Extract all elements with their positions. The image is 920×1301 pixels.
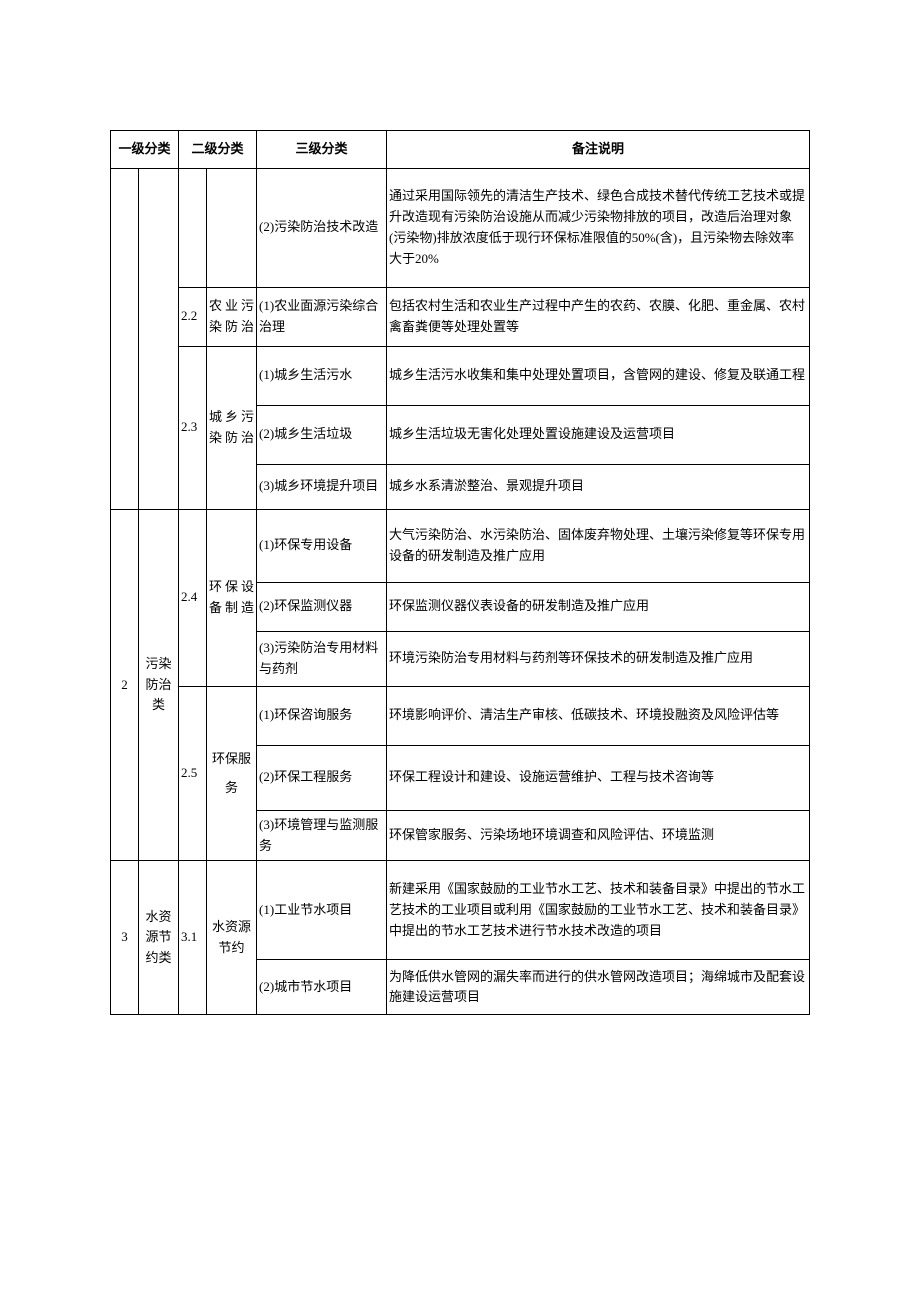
- cell-note: 环境影响评价、清洁生产审核、低碳技术、环境投融资及风险评估等: [387, 686, 810, 745]
- table-row: 2.2 农业污染防治 (1)农业面源污染综合治理 包括农村生活和农业生产过程中产…: [111, 287, 810, 346]
- classification-table: 一级分类 二级分类 三级分类 备注说明 (2)污染防治技术改造 通过采用国际领先…: [110, 130, 810, 1015]
- table-header-row: 一级分类 二级分类 三级分类 备注说明: [111, 131, 810, 169]
- cell-l2-name: 农业污染防治: [207, 287, 257, 346]
- cell-note: 新建采用《国家鼓励的工业节水工艺、技术和装备目录》中提出的节水工艺技术的工业项目…: [387, 861, 810, 960]
- cell-l1-num: 2: [111, 509, 139, 861]
- cell-note: 环保管家服务、污染场地环境调查和风险评估、环境监测: [387, 810, 810, 861]
- header-level1: 一级分类: [111, 131, 179, 169]
- cell-note: 城乡生活垃圾无害化处理处置设施建设及运营项目: [387, 405, 810, 464]
- cell-note: 环保监测仪器仪表设备的研发制造及推广应用: [387, 582, 810, 631]
- cell-l2-num: 2.5: [179, 686, 207, 861]
- cell-l1-num: 3: [111, 861, 139, 1015]
- cell-l1-num: [111, 168, 139, 509]
- cell-l2-name: 水资源节约: [207, 861, 257, 1015]
- cell-l3: (3)环境管理与监测服务: [257, 810, 387, 861]
- table-row: 2 污染防治类 2.4 环保设备制造 (1)环保专用设备 大气污染防治、水污染防…: [111, 509, 810, 582]
- cell-l3: (1)环保咨询服务: [257, 686, 387, 745]
- cell-l3: (1)工业节水项目: [257, 861, 387, 960]
- cell-note: 通过采用国际领先的清洁生产技术、绿色合成技术替代传统工艺技术或提升改造现有污染防…: [387, 168, 810, 287]
- cell-l1-name: [139, 168, 179, 509]
- header-level2: 二级分类: [179, 131, 257, 169]
- cell-l3: (3)城乡环境提升项目: [257, 464, 387, 509]
- cell-l1-name: 水资源节约类: [139, 861, 179, 1015]
- cell-l1-name: 污染防治类: [139, 509, 179, 861]
- cell-l2-name: 城乡污染防治: [207, 346, 257, 509]
- cell-l3: (1)环保专用设备: [257, 509, 387, 582]
- table-row: 2.3 城乡污染防治 (1)城乡生活污水 城乡生活污水收集和集中处理处置项目，含…: [111, 346, 810, 405]
- cell-l2-num: 2.2: [179, 287, 207, 346]
- cell-l2-num: 2.4: [179, 509, 207, 686]
- cell-l3: (1)农业面源污染综合治理: [257, 287, 387, 346]
- header-note: 备注说明: [387, 131, 810, 169]
- cell-note: 包括农村生活和农业生产过程中产生的农药、农膜、化肥、重金属、农村禽畜粪便等处理处…: [387, 287, 810, 346]
- cell-note: 环保工程设计和建设、设施运营维护、工程与技术咨询等: [387, 745, 810, 810]
- cell-note: 城乡水系清淤整治、景观提升项目: [387, 464, 810, 509]
- cell-note: 为降低供水管网的漏失率而进行的供水管网改造项目；海绵城市及配套设施建设运营项目: [387, 960, 810, 1015]
- cell-l3: (1)城乡生活污水: [257, 346, 387, 405]
- cell-l3: (2)环保工程服务: [257, 745, 387, 810]
- table-row: 3 水资源节约类 3.1 水资源节约 (1)工业节水项目 新建采用《国家鼓励的工…: [111, 861, 810, 960]
- cell-l3: (2)城乡生活垃圾: [257, 405, 387, 464]
- cell-l2-name: 环保服务: [207, 686, 257, 861]
- table-row: 2.5 环保服务 (1)环保咨询服务 环境影响评价、清洁生产审核、低碳技术、环境…: [111, 686, 810, 745]
- cell-l3: (2)环保监测仪器: [257, 582, 387, 631]
- cell-l2-name: [207, 168, 257, 287]
- table-row: (2)污染防治技术改造 通过采用国际领先的清洁生产技术、绿色合成技术替代传统工艺…: [111, 168, 810, 287]
- cell-l2-num: 3.1: [179, 861, 207, 1015]
- cell-l2-name: 环保设备制造: [207, 509, 257, 686]
- cell-l2-num: 2.3: [179, 346, 207, 509]
- cell-l3: (2)污染防治技术改造: [257, 168, 387, 287]
- cell-note: 环境污染防治专用材料与药剂等环保技术的研发制造及推广应用: [387, 631, 810, 686]
- cell-l2-num: [179, 168, 207, 287]
- header-level3: 三级分类: [257, 131, 387, 169]
- cell-l3: (3)污染防治专用材料与药剂: [257, 631, 387, 686]
- cell-l3: (2)城市节水项目: [257, 960, 387, 1015]
- cell-note: 大气污染防治、水污染防治、固体废弃物处理、土壤污染修复等环保专用设备的研发制造及…: [387, 509, 810, 582]
- cell-note: 城乡生活污水收集和集中处理处置项目，含管网的建设、修复及联通工程: [387, 346, 810, 405]
